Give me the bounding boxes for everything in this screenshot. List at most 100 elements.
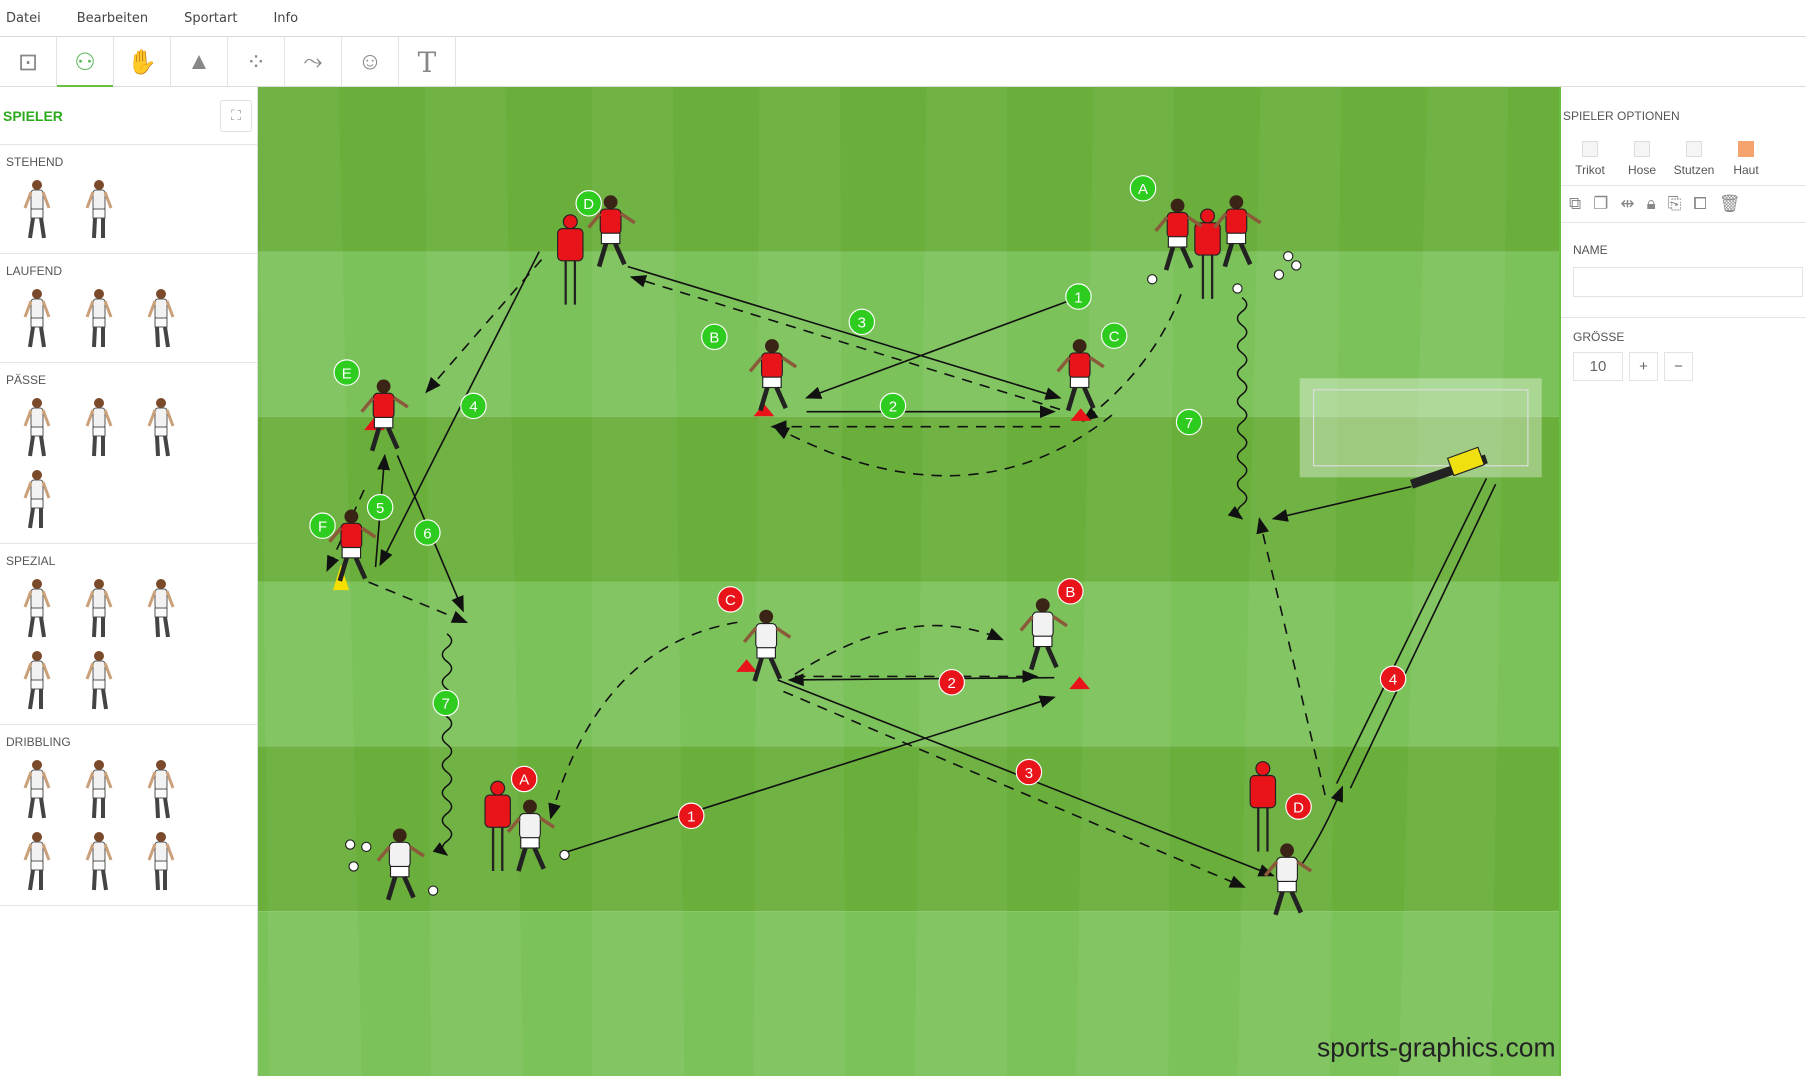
red-cone [1069,676,1090,690]
swatch-trikot[interactable] [1582,141,1598,157]
size-label: GRÖSSE [1573,330,1625,344]
ball [1232,283,1243,294]
player-thumbnail[interactable] [6,755,68,827]
bring-to-front-icon[interactable]: ⧉ [1569,194,1582,213]
player-thumbnail[interactable] [68,393,130,465]
label-text: E [342,365,352,382]
swatch-stutzen[interactable] [1686,141,1702,157]
player-thumbnail[interactable] [6,393,68,465]
player-thumbnail[interactable] [6,465,68,537]
mirror-icon[interactable]: ⇹ [1620,194,1635,213]
swatch-haut[interactable] [1738,141,1754,157]
head [1170,198,1185,213]
label-circle [1175,408,1203,436]
menu-bearbeiten[interactable]: Bearbeiten [76,10,149,26]
color-trikot[interactable]: Trikot [1567,141,1613,177]
mannequin-body [484,794,511,828]
player-thumbnail[interactable] [6,574,68,646]
options-title: SPIELER OPTIONEN [1563,109,1680,123]
label-text: 4 [1389,672,1397,689]
text-icon[interactable]: T [399,37,456,87]
trash-icon[interactable]: 🗑︎ [1718,194,1741,213]
goal-net [1312,389,1529,467]
player-thumbnail[interactable] [68,827,130,899]
color-haut[interactable]: Haut [1723,141,1769,177]
player-thumbnail[interactable] [6,175,68,247]
ball [1291,260,1302,271]
player-thumbnail[interactable] [130,827,192,899]
grass-stripe [258,581,1559,747]
dribble-line [1227,297,1248,520]
panel-title: SPIELER [3,107,63,124]
legs [758,386,788,412]
player-thumbnail[interactable] [68,574,130,646]
size-value[interactable]: 10 [1573,352,1623,381]
category-4: DRIBBLING [0,725,257,906]
name-input[interactable] [1573,267,1803,297]
head [1035,598,1050,613]
goal [1299,378,1542,478]
menu-info[interactable]: Info [273,10,299,26]
lock-icon[interactable]: 🔒︎ [1646,194,1656,213]
arms [742,626,792,644]
color-stutzen[interactable]: Stutzen [1671,141,1717,177]
pitch-icon[interactable]: ⊡ [0,37,57,87]
send-to-back-icon[interactable]: ❐ [1593,194,1609,213]
player-thumbnail[interactable] [6,646,68,718]
size-minus-button[interactable]: − [1664,352,1693,381]
head [759,609,774,624]
shot-line [1335,478,1497,789]
pass-line [1271,485,1412,522]
marker-label: 4 [460,392,487,420]
size-plus-button[interactable]: + [1629,352,1658,381]
player-thumbnail[interactable] [130,755,192,827]
player-thumbnail[interactable] [130,574,192,646]
copy-icon[interactable]: ⎘ [1667,194,1682,213]
player-thumbnail[interactable] [6,284,68,356]
player-red [1213,195,1262,268]
marker-label: 6 [414,519,441,546]
label-text: 7 [442,696,450,713]
player-thumbnail[interactable] [68,646,130,718]
legs [369,426,400,452]
expand-icon[interactable]: ⛶ [220,99,252,132]
head [1072,339,1087,353]
cone-icon[interactable]: ▲ [171,37,228,87]
label-text: 7 [1185,415,1193,432]
category-2: PÄSSE [0,363,257,544]
marker-label: 1 [678,802,705,830]
tactics-icon[interactable]: ⁘ [228,37,285,87]
grass-shade [914,87,1008,1076]
duplicate-icon[interactable]: ⧠ [1693,194,1707,213]
marker-label: 7 [432,689,460,717]
shorts [1277,880,1297,893]
menu-sportart[interactable]: Sportart [184,10,238,26]
player-icon[interactable]: ⚇ [57,37,114,88]
pitch-canvas[interactable]: D A 1 3 B C E 4 2 7 5 F 6 7 B C 2 4 3 A D 1 sports-graphics.co… [258,87,1559,1076]
shirt [760,352,783,379]
player-thumbnail[interactable] [6,827,68,899]
goalkeeper-glove-icon[interactable]: ✋ [114,37,171,87]
shirt [1166,211,1189,239]
label-circle [1129,175,1157,202]
referee-icon[interactable]: ☺ [342,37,399,87]
color-hose[interactable]: Hose [1619,141,1665,177]
marker-label: 3 [1015,758,1043,786]
shorts [389,865,410,878]
player-thumbnail[interactable] [68,175,130,247]
player-thumbnail[interactable] [68,284,130,356]
arms [1154,215,1203,233]
player-thumbnail[interactable] [130,393,192,465]
shirt [1068,352,1091,379]
player-red [1056,339,1105,412]
player-red [360,379,409,452]
lines-icon[interactable]: ⤳ [285,37,342,87]
label-circle [510,765,538,793]
pass-line [548,621,738,820]
player-thumbnail[interactable] [130,284,192,356]
swatch-hose[interactable] [1634,141,1650,157]
red-cone [736,659,757,672]
player-thumbnail[interactable] [68,755,130,827]
grass-shade [753,87,846,1076]
menu-datei[interactable]: Datei [6,10,41,26]
